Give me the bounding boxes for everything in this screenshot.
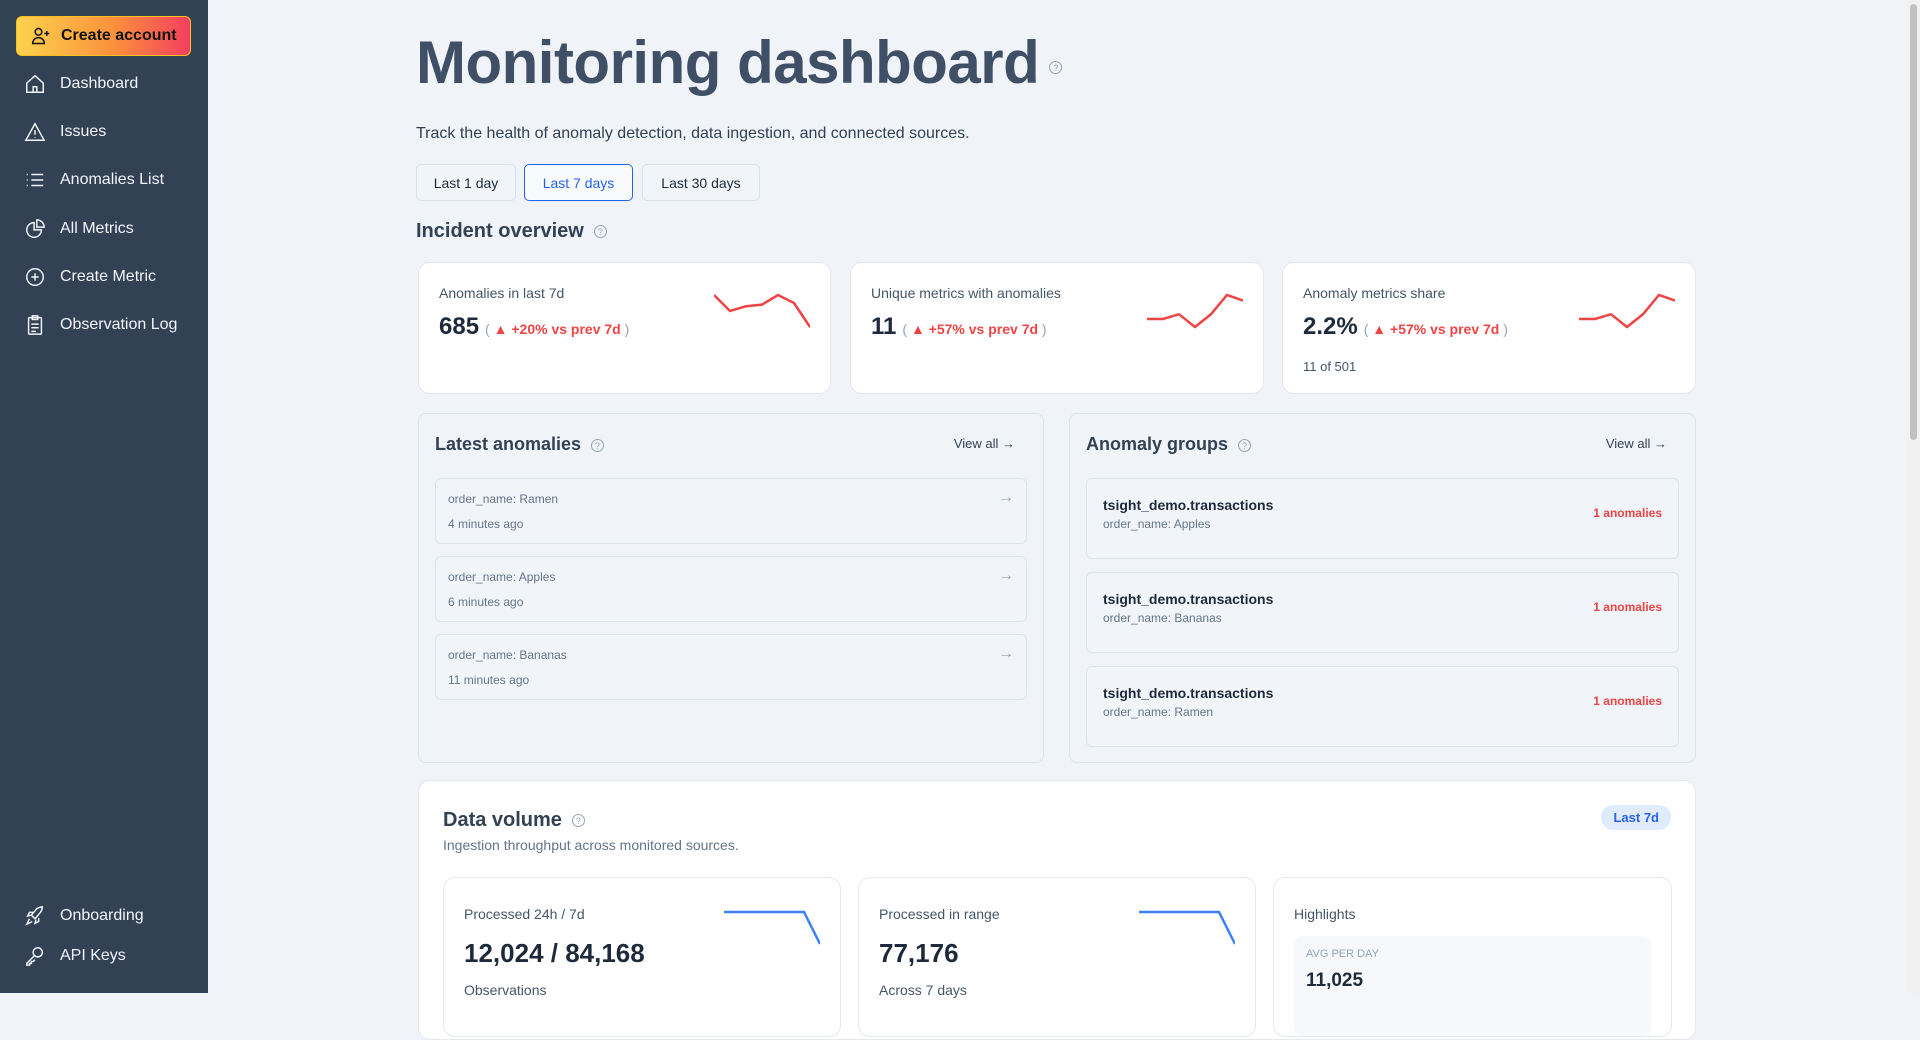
arrow-right-icon: →	[998, 567, 1014, 584]
warning-icon	[24, 122, 46, 141]
sidebar-item-dashboard[interactable]: Dashboard	[24, 70, 138, 98]
page-title: Monitoring dashboard?	[416, 28, 1063, 97]
sidebar-item-label: All Metrics	[60, 220, 134, 237]
group-item[interactable]: tsight_demo.transactions order_name: Bana…	[1086, 572, 1679, 653]
list-item[interactable]: order_name: Ramen 4 minutes ago →	[435, 478, 1027, 544]
range-last-30-days[interactable]: Last 30 days	[642, 164, 760, 201]
highlight-stat: AVG PER DAY 11,025	[1294, 936, 1651, 1036]
sidebar-item-onboarding[interactable]: Onboarding	[24, 902, 144, 930]
page-subtitle: Track the health of anomaly detection, d…	[416, 125, 970, 142]
sparkline-path	[1147, 293, 1243, 329]
sparkline	[1147, 293, 1243, 329]
sidebar-item-label: Anomalies List	[60, 171, 165, 188]
panel-subtitle: Ingestion throughput across monitored so…	[443, 837, 739, 853]
sidebar-item-label: Dashboard	[60, 75, 139, 92]
list-item[interactable]: order_name: Apples 6 minutes ago →	[435, 556, 1027, 622]
kpi-card-share: Anomaly metrics share 2.2%( ▲ +57% vs pr…	[1282, 262, 1696, 394]
sparkline	[714, 293, 810, 328]
help-icon[interactable]: ?	[1049, 60, 1063, 74]
scrollbar-thumb[interactable]	[1910, 4, 1917, 440]
sidebar-item-label: Issues	[60, 123, 107, 140]
kpi-card-unique-metrics: Unique metrics with anomalies 11( ▲ +57%…	[850, 262, 1264, 394]
sidebar-item-label: Onboarding	[60, 907, 144, 924]
sparkline-path	[1579, 293, 1675, 329]
panel-title: Data volume?	[443, 809, 585, 832]
group-item[interactable]: tsight_demo.transactions order_name: Rame…	[1086, 666, 1679, 747]
sparkline-path	[714, 293, 810, 328]
sidebar-item-label: Create Metric	[60, 268, 157, 285]
home-icon	[26, 74, 44, 93]
view-all-link[interactable]: View all →	[1605, 436, 1667, 451]
kpi-label: Anomalies in last 7d	[439, 285, 565, 301]
range-badge: Last 7d	[1601, 805, 1671, 830]
kpi-extra: 11 of 501	[1303, 359, 1357, 374]
view-all-link[interactable]: View all →	[953, 436, 1015, 451]
kpi-value: 2.2%( ▲ +57% vs prev 7d )	[1303, 313, 1508, 340]
sidebar-item-anomalies-list[interactable]: Anomalies List	[24, 166, 164, 194]
sparkline-path	[1139, 910, 1235, 945]
rocket-icon	[25, 906, 44, 926]
data-volume-panel: Data volume? Ingestion throughput across…	[418, 780, 1696, 1040]
sidebar-item-api-keys[interactable]: API Keys	[24, 942, 126, 970]
sidebar-item-label: API Keys	[60, 947, 126, 964]
range-last-1-day[interactable]: Last 1 day	[416, 164, 516, 201]
volume-card-processed: Processed 24h / 7d 12,024 / 84,168 Obser…	[443, 877, 841, 1037]
clipboard-icon	[27, 315, 43, 335]
kpi-label: Unique metrics with anomalies	[871, 285, 1061, 301]
list-icon	[26, 173, 44, 187]
panel-title: Latest anomalies?	[435, 434, 605, 455]
sidebar-item-issues[interactable]: Issues	[24, 118, 106, 146]
sidebar-item-all-metrics[interactable]: All Metrics	[24, 215, 134, 243]
list-item[interactable]: order_name: Bananas 11 minutes ago →	[435, 634, 1027, 700]
arrow-right-icon: →	[998, 645, 1014, 662]
key-icon	[26, 947, 44, 966]
scrollbar[interactable]	[1907, 0, 1920, 993]
help-icon[interactable]: ?	[1238, 438, 1252, 452]
create-account-button[interactable]: Create account	[16, 16, 191, 56]
arrow-right-icon: →	[998, 489, 1014, 506]
sidebar-item-create-metric[interactable]: Create Metric	[24, 263, 156, 291]
kpi-value: 685( ▲ +20% vs prev 7d )	[439, 313, 630, 340]
plus-circle-icon	[26, 268, 44, 286]
sidebar-item-label: Observation Log	[60, 316, 178, 333]
sparkline	[1139, 910, 1235, 945]
kpi-card-anomalies: Anomalies in last 7d 685( ▲ +20% vs prev…	[418, 262, 831, 394]
help-icon[interactable]: ?	[593, 225, 607, 239]
range-last-7-days[interactable]: Last 7 days	[524, 164, 633, 201]
pie-chart-icon	[26, 219, 45, 238]
kpi-value: 11( ▲ +57% vs prev 7d )	[871, 313, 1047, 340]
sparkline	[1579, 293, 1675, 329]
volume-card-range: Processed in range 77,176 Across 7 days	[858, 877, 1256, 1037]
user-plus-icon	[31, 27, 50, 45]
sparkline-path	[724, 910, 820, 945]
incident-overview-title: Incident overview?	[416, 220, 607, 243]
help-icon[interactable]: ?	[591, 438, 605, 452]
create-account-label: Create account	[61, 27, 177, 44]
group-item[interactable]: tsight_demo.transactions order_name: Appl…	[1086, 478, 1679, 559]
sidebar-item-observation-log[interactable]: Observation Log	[24, 311, 177, 339]
help-icon[interactable]: ?	[571, 814, 585, 828]
sidebar: Create account Dashboard Issues Anomalie…	[0, 0, 208, 993]
highlights-card: Highlights AVG PER DAY 11,025	[1273, 877, 1672, 1037]
kpi-label: Anomaly metrics share	[1303, 285, 1446, 301]
latest-anomalies-panel: Latest anomalies? View all → order_name:…	[418, 413, 1044, 763]
panel-title: Anomaly groups?	[1086, 434, 1252, 455]
sparkline	[724, 910, 820, 945]
highlights-label: Highlights	[1294, 906, 1356, 922]
anomaly-groups-panel: Anomaly groups? View all → tsight_demo.t…	[1069, 413, 1696, 763]
